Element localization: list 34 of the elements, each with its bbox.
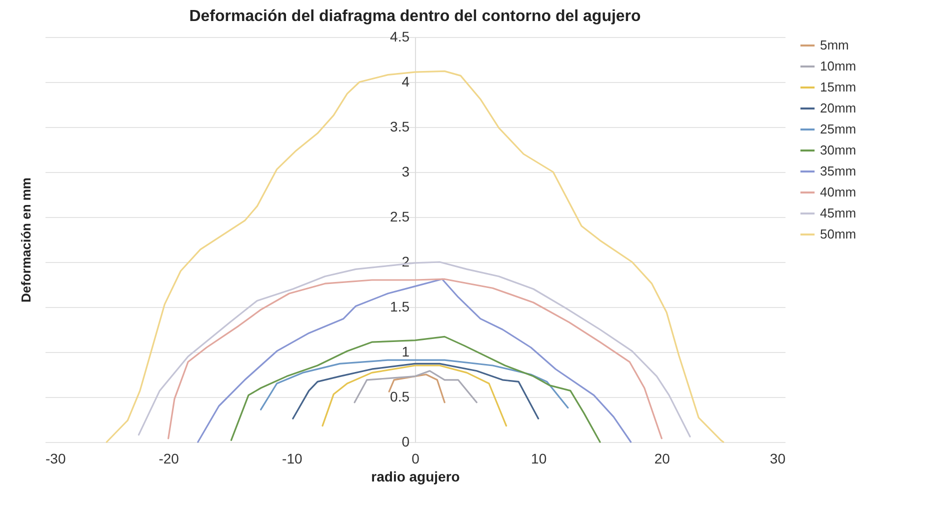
x-tick-label: 20 (654, 450, 670, 466)
line-series (354, 370, 478, 404)
legend-label: 30mm (820, 142, 856, 158)
y-axis-title: Deformación en mm (18, 178, 34, 302)
legend-label: 50mm (820, 226, 856, 242)
y-tick-label: 4.5 (390, 28, 410, 44)
x-tick-label: -10 (282, 450, 302, 466)
legend-label: 25mm (820, 122, 856, 136)
y-tick-label: 3.5 (390, 118, 410, 134)
legend-label: 15mm (820, 80, 856, 94)
line-series (322, 364, 508, 427)
x-tick-label: 30 (770, 450, 786, 466)
y-tick-label: 4 (402, 74, 410, 90)
y-tick-label: 0 (402, 434, 410, 450)
legend-label: 45mm (820, 206, 856, 220)
y-tick-label: 1.5 (390, 298, 410, 314)
x-tick-label: -20 (158, 450, 180, 466)
legend-label: 40mm (820, 184, 856, 200)
chart-title: Deformación del diafragma dentro del contorno del agujero (189, 8, 642, 25)
legend-label: 5mm (820, 38, 849, 52)
y-tick-label: 3 (402, 164, 410, 180)
line-series (260, 359, 569, 410)
y-tick-label: 0.5 (390, 388, 410, 404)
legend-label: 10mm (820, 58, 856, 74)
y-tick-label: 1 (402, 344, 410, 360)
line-series (388, 374, 446, 404)
legend-label: 35mm (820, 164, 856, 178)
x-tick-label: 10 (531, 450, 547, 466)
x-tick-label: 0 (412, 450, 420, 466)
line-series (292, 362, 540, 420)
x-tick-label: -30 (46, 450, 66, 466)
legend-label: 20mm (820, 100, 856, 116)
x-axis-title: radio agujero (371, 468, 460, 484)
y-tick-label: 2.5 (390, 208, 410, 224)
